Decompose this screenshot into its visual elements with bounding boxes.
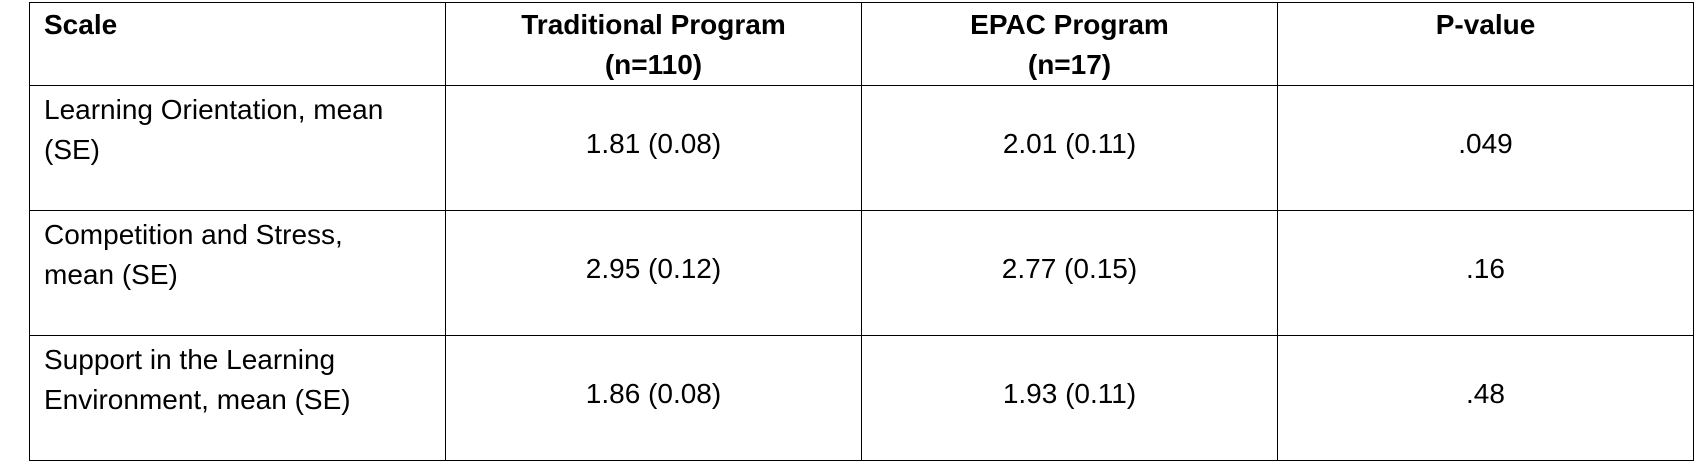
row-label-line: mean (SE) — [44, 259, 178, 290]
row-label: Support in the Learning Environment, mea… — [29, 335, 446, 461]
table-body: Learning Orientation, mean (SE) 1.81 (0.… — [29, 85, 1694, 461]
p-value: .16 — [1277, 210, 1694, 336]
header-p-value: P-value — [1277, 2, 1694, 86]
epac-value: 1.93 (0.11) — [861, 335, 1278, 461]
row-label: Learning Orientation, mean (SE) — [29, 85, 446, 211]
row-label-line: Learning Orientation, mean — [44, 94, 384, 125]
header-epac-title: EPAC Program — [970, 9, 1169, 40]
header-traditional-program: Traditional Program (n=110) — [445, 2, 862, 86]
p-value: .049 — [1277, 85, 1694, 211]
row-label-line: Competition and Stress, — [44, 219, 343, 250]
header-traditional-title: Traditional Program — [521, 9, 786, 40]
row-label-line: Support in the Learning — [44, 344, 336, 375]
comparison-table: Scale Traditional Program (n=110) EPAC P… — [29, 2, 1694, 461]
traditional-value: 2.95 (0.12) — [445, 210, 862, 336]
table-row: Competition and Stress, mean (SE) 2.95 (… — [29, 210, 1694, 336]
table-row: Support in the Learning Environment, mea… — [29, 335, 1694, 461]
header-scale: Scale — [29, 2, 446, 86]
table-row: Learning Orientation, mean (SE) 1.81 (0.… — [29, 85, 1694, 211]
header-row: Scale Traditional Program (n=110) EPAC P… — [29, 2, 1694, 86]
epac-value: 2.77 (0.15) — [861, 210, 1278, 336]
row-label: Competition and Stress, mean (SE) — [29, 210, 446, 336]
comparison-table-container: Scale Traditional Program (n=110) EPAC P… — [29, 2, 1694, 461]
traditional-value: 1.81 (0.08) — [445, 85, 862, 211]
header-traditional-n: (n=110) — [604, 49, 703, 80]
header-epac-n: (n=17) — [1027, 49, 1112, 80]
row-label-line: (SE) — [44, 134, 100, 165]
table-header: Scale Traditional Program (n=110) EPAC P… — [29, 2, 1694, 86]
epac-value: 2.01 (0.11) — [861, 85, 1278, 211]
p-value: .48 — [1277, 335, 1694, 461]
traditional-value: 1.86 (0.08) — [445, 335, 862, 461]
row-label-line: Environment, mean (SE) — [44, 384, 351, 415]
header-epac-program: EPAC Program (n=17) — [861, 2, 1278, 86]
